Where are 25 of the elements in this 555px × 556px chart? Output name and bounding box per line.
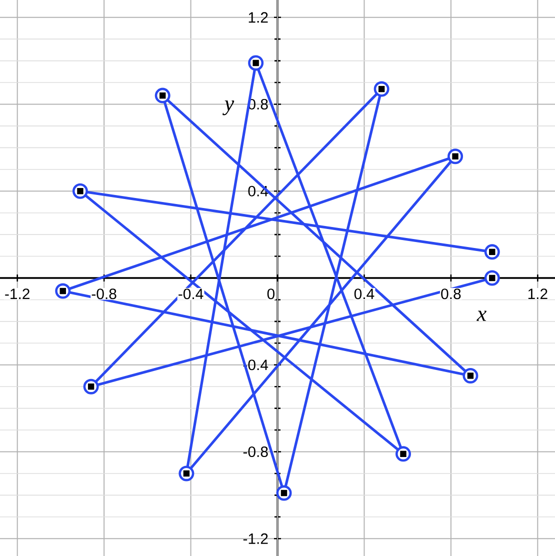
point — [248, 55, 264, 71]
point — [55, 283, 71, 299]
y-axis-title: y — [222, 100, 234, 116]
point — [154, 88, 170, 104]
point — [396, 446, 411, 462]
x-tick-label: -0.8 — [92, 288, 116, 300]
x-tick-label: 1.2 — [528, 288, 548, 300]
y-tick-label: 1.2 — [248, 12, 268, 23]
x-tick-label: -0.4 — [178, 288, 204, 300]
point — [178, 466, 194, 482]
y-tick-label: -0.8 — [243, 446, 268, 458]
point — [462, 368, 478, 384]
point — [83, 378, 99, 394]
point — [484, 270, 500, 286]
x-tick-label: 0 — [267, 288, 275, 300]
point — [72, 183, 88, 199]
x-tick-label: -1.2 — [5, 288, 30, 300]
point — [276, 485, 292, 501]
x-tick-label: 0.8 — [441, 288, 461, 300]
point — [374, 81, 390, 97]
point — [484, 244, 500, 260]
y-tick-label: -1.2 — [243, 533, 268, 544]
point — [448, 148, 464, 164]
x-tick-label: 0.4 — [354, 288, 374, 300]
x-axis-title: x — [476, 310, 486, 321]
